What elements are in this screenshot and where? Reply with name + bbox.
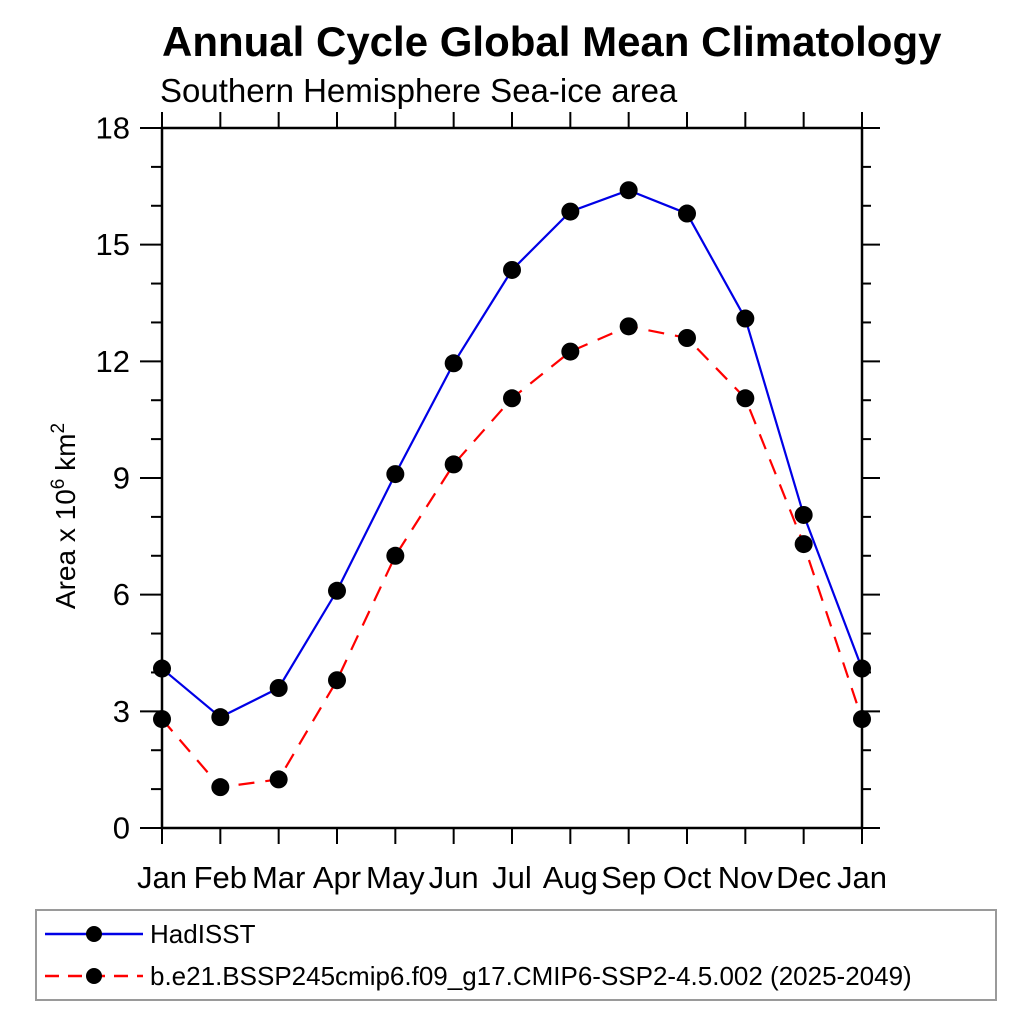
plot-area: Jan Feb Mar Apr May Jun Jul Aug Sep Oct Nov Dec Jan0… — [48, 111, 887, 896]
data-point-0-Nov — [736, 309, 755, 328]
x-tick-label: Apr — [313, 860, 361, 895]
data-point-1-Jun — [444, 455, 463, 474]
legend-swatch-solid-line — [45, 926, 143, 942]
y-tick-label: 12 — [96, 344, 130, 379]
data-point-0-May — [386, 465, 405, 484]
x-tick-label: May — [366, 860, 425, 895]
data-point-1-Feb — [211, 778, 230, 797]
x-tick-label: Feb — [194, 860, 247, 895]
data-point-1-Sep — [619, 317, 638, 336]
y-axis-title: Area x 106 km2 — [48, 423, 81, 609]
data-point-1-Nov — [736, 389, 755, 408]
y-tick-label: 18 — [96, 111, 130, 146]
data-point-0-Jul — [503, 260, 521, 279]
data-point-0-Apr — [328, 581, 346, 600]
x-tick-label: Jan — [837, 860, 887, 895]
x-tick-label: Mar — [252, 860, 305, 895]
data-point-1-Mar — [269, 770, 288, 789]
legend-label-hadisst: HadISST — [150, 918, 256, 949]
data-point-1-Apr — [328, 671, 346, 690]
x-tick-label: Jul — [492, 860, 532, 895]
y-tick-label: 6 — [113, 577, 130, 612]
data-point-0-Jun — [444, 354, 463, 373]
data-point-0-Sep — [619, 181, 638, 200]
data-point-1-Jan — [153, 710, 171, 729]
y-tick-label: 9 — [113, 461, 130, 496]
data-point-0-Oct — [678, 204, 696, 223]
x-tick-label: Oct — [663, 860, 712, 895]
legend-swatch-dashed-line — [45, 968, 143, 984]
legend: HadISST b.e21.BSSP245cmip6.f09_g17.CMIP6… — [35, 909, 997, 1001]
data-point-1-Jan — [853, 710, 871, 729]
data-point-1-Jul — [503, 389, 521, 408]
data-point-1-May — [386, 546, 405, 565]
data-point-0-Aug — [561, 202, 580, 221]
x-tick-label: Sep — [601, 860, 656, 895]
data-point-0-Mar — [269, 679, 288, 697]
data-point-1-Aug — [561, 342, 580, 361]
legend-marker-dot — [86, 968, 102, 984]
axis-frame — [160, 126, 864, 830]
legend-marker-dot — [86, 926, 102, 942]
chart-subtitle: Southern Hemisphere Sea-ice area — [160, 72, 678, 109]
data-point-0-Dec — [794, 505, 813, 524]
data-point-1-Oct — [678, 329, 696, 347]
y-tick-label: 0 — [113, 811, 130, 846]
data-point-0-Jan — [853, 659, 871, 678]
data-point-0-Jan — [153, 659, 171, 678]
x-tick-label: Dec — [776, 860, 831, 895]
x-tick-label: Jun — [429, 860, 479, 895]
y-tick-label: 15 — [96, 227, 130, 262]
x-tick-label: Jan — [137, 860, 187, 895]
data-point-0-Feb — [211, 708, 230, 727]
x-tick-label: Aug — [543, 860, 598, 895]
x-tick-label: Nov — [718, 860, 774, 895]
legend-item-model: b.e21.BSSP245cmip6.f09_g17.CMIP6-SSP2-4.… — [37, 955, 995, 997]
chart-title: Annual Cycle Global Mean Climatology — [162, 18, 942, 65]
legend-item-hadisst: HadISST — [37, 913, 995, 955]
data-point-1-Dec — [794, 535, 813, 554]
legend-label-model: b.e21.BSSP245cmip6.f09_g17.CMIP6-SSP2-4.… — [150, 960, 912, 991]
y-tick-label: 3 — [113, 694, 130, 729]
